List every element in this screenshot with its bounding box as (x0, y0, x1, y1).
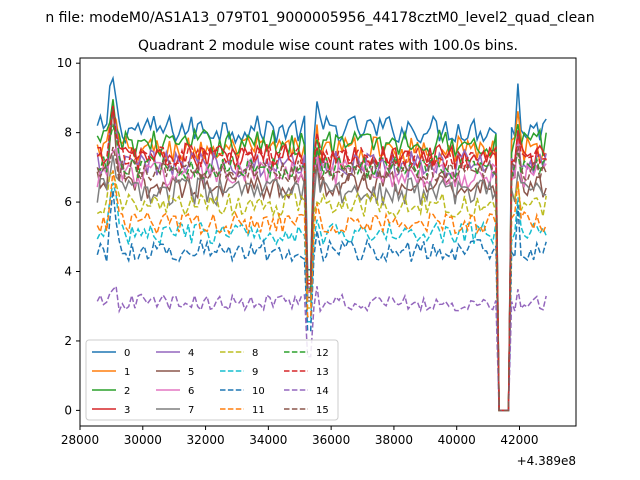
y-tick-label: 0 (64, 403, 72, 417)
series-14-line (96, 284, 547, 412)
legend-label-5: 5 (188, 367, 194, 378)
legend-label-1: 1 (124, 367, 130, 378)
x-axis: 28000 30000 32000 34000 36000 38000 40000 42000 (61, 426, 539, 447)
x-tick-label: 30000 (124, 433, 162, 447)
y-tick-label: 4 (64, 265, 72, 279)
legend-label-3: 3 (124, 405, 130, 416)
y-axis: 0 2 4 6 8 10 (57, 56, 80, 417)
series-3-line (97, 106, 547, 412)
plot-frame (79, 57, 577, 427)
legend-label-4: 4 (188, 348, 194, 359)
series-2-line (96, 99, 547, 412)
legend-box (85, 339, 339, 421)
chart-title: Quadrant 2 module wise count rates with … (138, 38, 518, 54)
legend-label-11: 11 (252, 405, 265, 416)
legend-label-12: 12 (316, 348, 329, 359)
y-tick-label: 10 (57, 56, 72, 70)
series-9-line (96, 182, 547, 412)
series-6-line (96, 138, 547, 412)
y-tick-label: 2 (64, 334, 72, 348)
series-15-line (96, 145, 547, 412)
y-tick-label: 6 (64, 195, 72, 209)
y-tick-label: 8 (64, 126, 72, 140)
legend-label-13: 13 (316, 367, 329, 378)
x-tick-label: 38000 (375, 433, 413, 447)
series-0-line (96, 75, 547, 412)
legend-label-9: 9 (252, 367, 258, 378)
legend-label-14: 14 (316, 386, 329, 397)
legend-label-6: 6 (188, 386, 194, 397)
legend-label-2: 2 (124, 386, 130, 397)
series-5-line (96, 106, 547, 412)
series-7-line (96, 155, 547, 412)
legend-label-10: 10 (252, 386, 265, 397)
x-tick-label: 36000 (312, 433, 350, 447)
series-13-line (96, 105, 547, 412)
x-tick-label: 34000 (249, 433, 287, 447)
plot-lines (96, 75, 547, 412)
figure-suptitle: n file: modeM0/AS1A13_079T01_9000005956_… (45, 10, 594, 26)
series-10-line (96, 190, 547, 412)
series-11-line (96, 170, 547, 412)
x-tick-label: 28000 (61, 433, 99, 447)
x-tick-label: 32000 (186, 433, 224, 447)
x-tick-label: 40000 (438, 433, 476, 447)
legend-label-8: 8 (252, 348, 258, 359)
legend-label-0: 0 (124, 348, 130, 359)
legend-label-15: 15 (316, 405, 329, 416)
x-tick-label: 42000 (500, 433, 538, 447)
series-4-line (96, 113, 547, 412)
legend-label-7: 7 (188, 405, 194, 416)
x-axis-offset: +4.389e8 (517, 454, 576, 468)
